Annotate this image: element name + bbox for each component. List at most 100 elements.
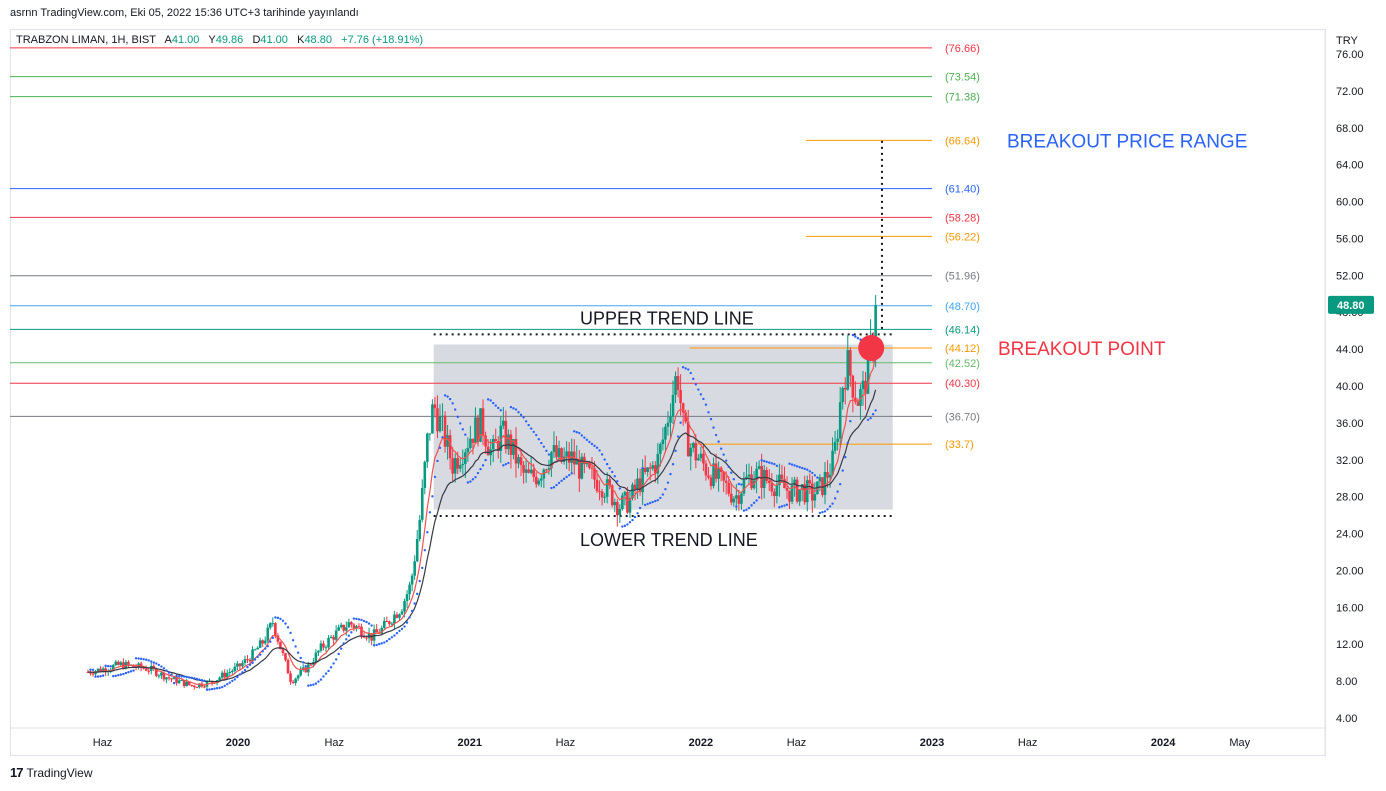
candle bbox=[534, 472, 538, 488]
candle-body bbox=[193, 685, 196, 688]
sar-dot bbox=[413, 602, 416, 605]
sar-dot bbox=[854, 335, 857, 338]
candle-body bbox=[403, 600, 406, 612]
candle bbox=[509, 429, 513, 469]
candle bbox=[382, 617, 386, 629]
candle-body bbox=[355, 626, 358, 628]
candle-body bbox=[717, 467, 720, 479]
candle-body bbox=[697, 458, 700, 461]
candle-body bbox=[334, 630, 338, 640]
candle bbox=[507, 429, 510, 455]
y-tick-label: 52.00 bbox=[1336, 270, 1364, 282]
sar-dot bbox=[697, 388, 700, 391]
sar-dot bbox=[762, 459, 766, 463]
candle-body bbox=[441, 415, 444, 417]
candle bbox=[261, 639, 264, 647]
candle bbox=[362, 632, 366, 639]
candle-body bbox=[674, 376, 677, 395]
candle-body bbox=[580, 456, 584, 479]
candle-body bbox=[780, 474, 784, 480]
sar-dot bbox=[441, 436, 444, 439]
candle bbox=[547, 459, 551, 475]
candle-body bbox=[187, 681, 191, 685]
sar-dot bbox=[210, 687, 214, 691]
candle bbox=[243, 655, 247, 666]
sar-dot bbox=[459, 422, 462, 425]
candle-body bbox=[420, 488, 424, 520]
candle-body bbox=[648, 467, 652, 469]
candle-body bbox=[643, 467, 647, 472]
candle bbox=[299, 666, 302, 677]
candle-body bbox=[628, 498, 632, 513]
level-label: (76.66) bbox=[945, 43, 980, 55]
brand-name: TradingView bbox=[26, 765, 93, 780]
candle-body bbox=[418, 519, 422, 539]
candle-body bbox=[322, 643, 325, 648]
candle bbox=[193, 684, 196, 690]
candle bbox=[618, 504, 622, 523]
sar-dot bbox=[613, 475, 616, 478]
candle-body bbox=[281, 649, 285, 654]
sar-dot bbox=[537, 438, 540, 441]
x-tick-label: 2022 bbox=[689, 737, 713, 749]
price-chart[interactable]: (76.66) (73.54) (71.38) (66.64) (61.40) (58.2… bbox=[0, 0, 1386, 760]
footer-brand[interactable]: 17 TradingView bbox=[10, 765, 93, 780]
candle-body bbox=[524, 469, 528, 473]
candle-body bbox=[681, 403, 685, 413]
candle-body bbox=[360, 626, 363, 637]
sar-dot bbox=[236, 675, 239, 679]
candle bbox=[190, 684, 194, 687]
candle-body bbox=[162, 672, 166, 680]
candle bbox=[843, 377, 847, 405]
symbol-legend: TRABZON LIMAN, 1H, BIST A41.00 Y49.86 D4… bbox=[16, 34, 423, 46]
sar-dot bbox=[486, 398, 490, 401]
sar-dot bbox=[205, 688, 209, 691]
low-value: 41.00 bbox=[260, 34, 288, 46]
sar-dot bbox=[654, 499, 657, 503]
sar-dot bbox=[793, 464, 796, 467]
candle bbox=[502, 407, 505, 430]
sar-dot bbox=[507, 461, 510, 465]
candle-body bbox=[803, 484, 807, 503]
sar-dot bbox=[246, 666, 249, 669]
y-tick-label: 40.00 bbox=[1336, 381, 1364, 393]
candle bbox=[405, 590, 409, 608]
candle-body bbox=[775, 485, 779, 497]
sar-dot bbox=[134, 657, 138, 660]
candle bbox=[757, 460, 761, 470]
sar-dot bbox=[112, 674, 115, 678]
candle bbox=[562, 447, 566, 465]
sar-dot bbox=[464, 433, 467, 436]
candle-body bbox=[344, 627, 348, 631]
candle-body bbox=[547, 468, 551, 471]
level-label: (66.64) bbox=[945, 135, 980, 147]
candle bbox=[238, 663, 242, 671]
candle-body bbox=[233, 666, 237, 671]
candle-body bbox=[453, 458, 457, 474]
candle-body bbox=[512, 439, 515, 455]
sar-dot bbox=[484, 458, 487, 462]
candle bbox=[481, 399, 485, 446]
candle-body bbox=[565, 451, 568, 457]
sar-dot bbox=[800, 466, 804, 470]
sar-dot bbox=[443, 394, 447, 397]
candle bbox=[458, 457, 462, 473]
sar-dot bbox=[170, 673, 173, 676]
candle-body bbox=[96, 668, 100, 672]
sar-dot bbox=[299, 656, 302, 660]
sar-dot bbox=[228, 681, 231, 684]
y-tick-label: 72.00 bbox=[1336, 86, 1364, 98]
candle bbox=[334, 625, 338, 643]
symbol-name[interactable]: TRABZON LIMAN, 1H, BIST bbox=[16, 34, 156, 46]
candle bbox=[144, 665, 148, 672]
candle bbox=[236, 660, 239, 671]
sar-dot bbox=[529, 427, 533, 430]
candle-body bbox=[588, 462, 591, 468]
sar-dot bbox=[783, 504, 786, 507]
sar-dot bbox=[256, 655, 259, 659]
candle bbox=[838, 387, 842, 447]
sar-dot bbox=[671, 463, 675, 466]
candle bbox=[256, 646, 259, 650]
candle bbox=[542, 468, 546, 489]
sar-dot bbox=[828, 505, 832, 508]
